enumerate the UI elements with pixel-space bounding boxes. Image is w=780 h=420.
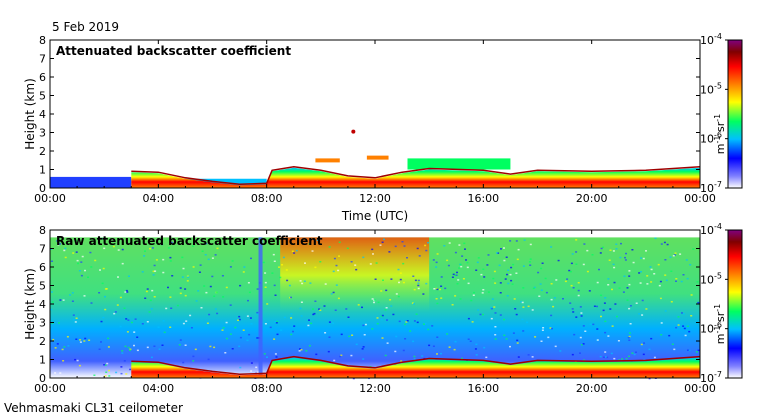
x-axis-title: Time (UTC) [341, 209, 408, 223]
x-tick-label: 08:00 [251, 192, 283, 205]
noise-peak [280, 237, 430, 314]
panel-1: 00:00 04:00 08:00 12:00 16:00 20:00 00:0001234… [23, 34, 716, 223]
x-tick-label: 00:00 [684, 192, 716, 205]
colorbar-tick-label: 10-4 [700, 32, 722, 47]
y-tick-label: 3 [39, 127, 46, 140]
colorbar-label: m-1 sr-1 [713, 304, 727, 344]
x-tick-label: 00:00 [34, 192, 66, 205]
y-tick-label: 3 [39, 317, 46, 330]
y-tick-label: 5 [39, 280, 46, 293]
y-tick-label: 6 [39, 71, 46, 84]
colorbar-tick-label: 10-7 [700, 370, 722, 385]
y-tick-label: 8 [39, 34, 46, 47]
colorbar: 10-7 10-6 10-5 10-4 m-1 sr-1 [700, 222, 743, 385]
y-tick-label: 7 [39, 243, 46, 256]
y-axis-title: Height (km) [23, 78, 37, 149]
y-tick-label: 1 [39, 164, 46, 177]
layer-top-line [131, 355, 701, 375]
y-tick-label: 2 [39, 145, 46, 158]
instrument-label: Vehmasmaki CL31 ceilometer [4, 401, 183, 415]
colorbar-tick-label: 10-6 [700, 131, 722, 146]
x-tick-label: 20:00 [576, 382, 608, 395]
cloud-feature [407, 158, 511, 170]
y-tick-label: 0 [39, 372, 46, 385]
x-tick-label: 04:00 [142, 192, 174, 205]
x-tick-label: 12:00 [359, 382, 391, 395]
y-tick-label: 5 [39, 90, 46, 103]
y-tick-label: 4 [39, 108, 46, 121]
y-tick-label: 1 [39, 354, 46, 367]
x-tick-label: 00:00 [34, 382, 66, 395]
panel-title: Attenuated backscatter coefficient [56, 44, 291, 58]
colorbar-ramp [727, 39, 743, 189]
y-tick-label: 0 [39, 182, 46, 195]
colorbar-tick-label: 10-7 [700, 180, 722, 195]
boundary-layer [131, 357, 700, 378]
y-tick-label: 8 [39, 224, 46, 237]
panel-title: Raw attenuated backscatter coefficient [56, 234, 323, 248]
colorbar-label: m-1 sr-1 [713, 114, 727, 154]
y-axis-title: Height (km) [23, 268, 37, 339]
x-tick-label: 16:00 [467, 382, 499, 395]
y-tick-label: 4 [39, 298, 46, 311]
y-tick-label: 2 [39, 335, 46, 348]
x-tick-label: 04:00 [142, 382, 174, 395]
x-tick-label: 08:00 [251, 382, 283, 395]
boundary-layer [131, 167, 700, 188]
date-label: 5 Feb 2019 [52, 20, 120, 34]
vertical-streak [258, 237, 263, 378]
x-axis-title: Time (UTC) [341, 399, 408, 400]
layer-top-line [131, 165, 701, 185]
ceilometer-figure: 00:00 04:00 08:00 12:00 16:00 20:00 00:0001234… [23, 32, 743, 400]
panel-2: 00:00 04:00 08:00 12:00 16:00 20:00 00:0001234… [23, 224, 716, 400]
x-tick-label: 00:00 [684, 382, 716, 395]
y-tick-label: 6 [39, 261, 46, 274]
colorbar-ramp [727, 229, 743, 379]
colorbar-tick-label: 10-6 [700, 321, 722, 336]
colorbar-tick-label: 10-5 [700, 81, 722, 96]
colorbar-tick-label: 10-4 [700, 222, 722, 237]
x-tick-label: 12:00 [359, 192, 391, 205]
x-tick-label: 16:00 [467, 192, 499, 205]
cloud-feature [366, 155, 389, 160]
x-tick-label: 20:00 [576, 192, 608, 205]
colorbar: 10-7 10-6 10-5 10-4 m-1 sr-1 [700, 32, 743, 195]
plot-area [50, 40, 700, 188]
cloud-feature [315, 158, 340, 163]
layer-low-aerosol [50, 176, 132, 188]
cloud-feature [351, 129, 356, 134]
y-tick-label: 7 [39, 53, 46, 66]
colorbar-tick-label: 10-5 [700, 271, 722, 286]
noise-speckle [50, 237, 700, 380]
